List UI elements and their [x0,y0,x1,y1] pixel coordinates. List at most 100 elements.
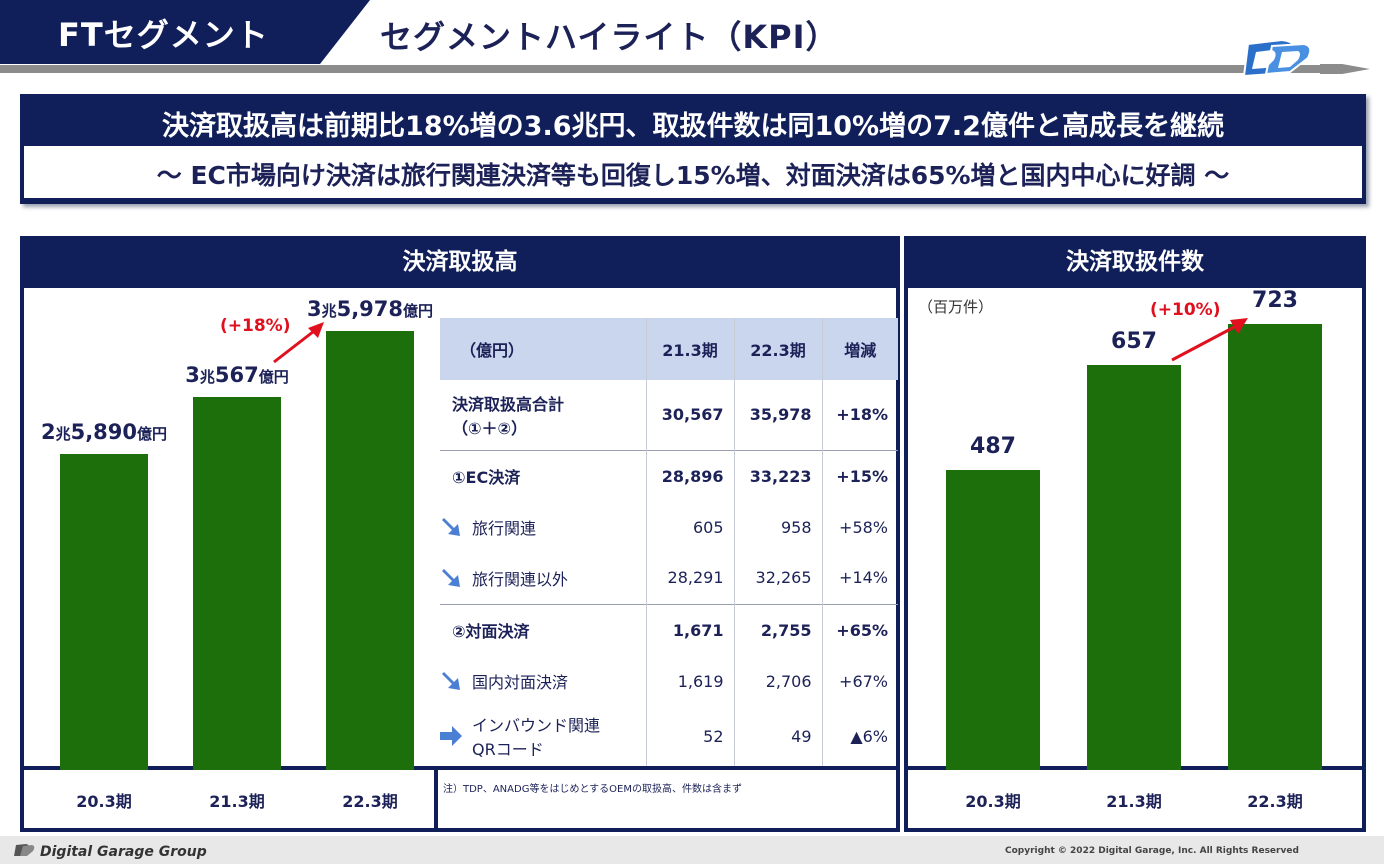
table-cell-change: +14% [839,568,888,588]
bar [60,454,148,770]
table-row-label: 旅行関連 [440,502,647,552]
left-growth-arrow-icon [273,322,324,364]
table-header-change: 増減 [822,318,898,380]
data-label-part: 2 [40,420,56,445]
table-cell-curr: 33,223 [734,449,823,502]
data-label-part: 億円 [258,368,289,387]
table-row: 国内対面決済 1,619 2,706 +67% [440,656,898,706]
table-row-label-text: ①EC決済 [452,468,521,488]
footer-brand: Digital Garage Group [40,844,207,860]
table-cell-prev: 30,567 [646,380,735,450]
data-label-part: 5,890 [70,420,138,445]
table-cell-prev: 1,671 [646,603,735,656]
table-header-curr: 22.3期 [734,318,823,380]
page-title: セグメントハイライト（KPI） [380,18,839,56]
banner-subline: ～ EC市場向け決済は旅行関連決済等も回復し15%増、対面決済は65%増と国内中… [156,161,1230,190]
left-x-axis [24,770,434,828]
bar [946,469,1040,770]
table-cell-prev: 52 [646,706,735,766]
table-row-label-text: インバウンド関連 QRコード [472,716,601,759]
data-label-part: 3 [185,363,200,388]
table-cell-change: +15% [822,449,898,502]
table-row-label-sub: （①＋②） [452,418,528,438]
table-row: 旅行関連 605 958 +58% [440,502,898,552]
up-right-arrow-icon [442,672,460,690]
data-label: 657 [1111,328,1157,354]
left-panel-title: 決済取扱高 [402,249,518,275]
table-row-label: ②対面決済 [440,603,647,656]
table-row: ②対面決済 1,671 2,755 +65% [440,603,898,656]
table-row-label-text: 旅行関連以外 [472,569,569,589]
table-cell-curr: 2,755 [734,603,823,656]
table-row-label-text: ②対面決済 [452,622,530,642]
bar [1228,324,1322,770]
table-header-prev: 21.3期 [646,318,735,380]
data-label-part: 3 [306,297,322,322]
table-cell-curr: 35,978 [734,380,823,450]
bar [193,397,281,770]
data-label: 2兆5,890億円 [4,420,204,444]
table-footnote: 注）TDP、ANADG等をはじめとするOEMの取扱高、件数は含まず [443,784,742,795]
x-tick-label: 20.3期 [965,792,1021,811]
data-label-part: 億円 [137,425,168,444]
up-right-arrow-icon [442,518,460,536]
table-row-label-text: 決済取扱高合計 （①＋②） [452,394,565,438]
table-row-label: ①EC決済 [440,449,647,502]
table-row-label-sub: QRコード [472,740,544,759]
table-cell-curr: 2,706 [734,656,823,706]
data-label-part: 5,978 [336,297,404,322]
x-tick-label: 22.3期 [1247,792,1303,811]
table-cell-prev: 28,291 [646,552,735,604]
table-row: ①EC決済 28,896 33,223 +15% [440,449,898,502]
data-label-part: 兆 [55,425,71,444]
x-tick-label: 21.3期 [1106,792,1162,811]
right-unit-label: （百万件） [918,298,994,316]
footer-bar [0,836,1384,864]
table-cell-curr: 32,265 [734,552,823,604]
footer-logo-icon [14,844,35,856]
x-tick-label: 22.3期 [342,792,398,811]
table-cell-curr: 958 [734,502,823,552]
bar [326,331,414,770]
table-row-label: インバウンド関連 QRコード [440,706,647,766]
header-rule-arrow [0,64,1370,74]
table-row: インバウンド関連 QRコード 52 49 ▲6% [440,706,898,766]
footer-copyright: Copyright © 2022 Digital Garage, Inc. Al… [1005,846,1299,856]
data-label-part: 兆 [199,368,215,387]
right-arrow-icon [440,726,462,746]
table-row-label: 旅行関連以外 [440,552,647,604]
data-label: 3兆5,978億円 [270,297,470,321]
up-right-arrow-icon [442,568,460,587]
left-footnote-area [438,770,896,828]
table-row-label: 決済取扱高合計 （①＋②） [440,380,647,450]
right-panel-title: 決済取扱件数 [1066,249,1204,275]
banner-headline: 決済取扱高は前期比18%増の3.6兆円、取扱件数は同10%増の7.2億件と高成長… [162,111,1224,142]
summary-banner: 決済取扱高は前期比18%増の3.6兆円、取扱件数は同10%増の7.2億件と高成長… [20,94,1366,204]
segment-tag: FTセグメント [58,16,269,54]
data-label-part: 567 [214,363,259,388]
right-growth-label: (+10%) [1150,300,1221,320]
table-header-unit: （億円） [440,318,647,380]
dg-logo-icon [1242,38,1312,78]
table-cell-change: +58% [839,517,888,537]
segment-tag-background [0,0,370,64]
left-growth-label: (+18%) [220,316,291,336]
kpi-table: （億円） 21.3期 22.3期 増減 決済取扱高合計 （①＋②） 30,567 35… [440,318,898,766]
banner-subline-box: ～ EC市場向け決済は旅行関連決済等も回復し15%増、対面決済は65%増と国内中… [24,146,1362,198]
table-header-row: （億円） 21.3期 22.3期 増減 [440,318,898,380]
right-x-axis [908,770,1362,828]
data-label: 3兆567億円 [137,363,337,387]
table-row: 旅行関連以外 28,291 32,265 +14% [440,552,898,604]
data-label: 723 [1252,288,1298,313]
table-row-label-text: 国内対面決済 [472,673,569,692]
table-cell-curr: 49 [734,706,823,766]
table-cell-change: +65% [822,603,898,656]
table-cell-change: +67% [839,671,888,691]
table-cell-change: +18% [836,405,888,425]
table-cell-prev: 605 [646,502,735,552]
table-cell-prev: 1,619 [646,656,735,706]
data-label: 487 [970,433,1016,459]
data-label-part: 兆 [321,302,337,321]
kpi-table-body: 決済取扱高合計 （①＋②） 30,567 35,978 +18% ①EC決済 28,896 3… [440,380,898,766]
table-cell-change: ▲6% [850,726,888,746]
